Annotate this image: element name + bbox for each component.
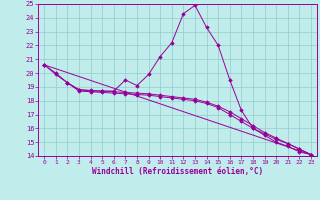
X-axis label: Windchill (Refroidissement éolien,°C): Windchill (Refroidissement éolien,°C) — [92, 167, 263, 176]
